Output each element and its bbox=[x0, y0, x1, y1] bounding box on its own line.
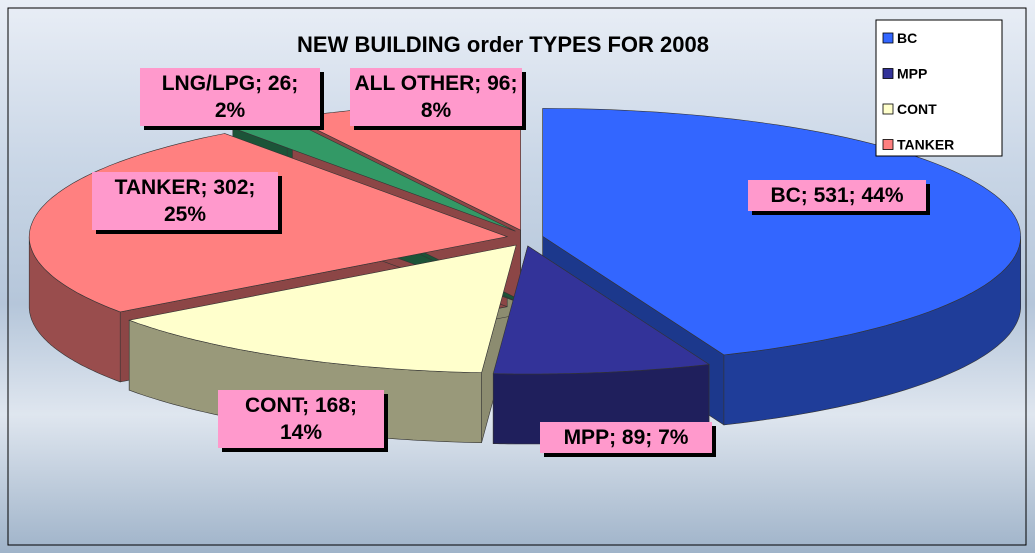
pie-slice bbox=[492, 245, 710, 375]
legend-swatch bbox=[882, 139, 894, 150]
legend-label: MPP bbox=[897, 66, 927, 82]
data-label: MPP; 89; 7% bbox=[540, 422, 712, 453]
data-label: ALL OTHER; 96; 8% bbox=[350, 68, 522, 126]
legend-label: CONT bbox=[897, 101, 937, 117]
data-label: TANKER; 302; 25% bbox=[92, 172, 278, 230]
data-label: CONT; 168; 14% bbox=[218, 390, 384, 448]
legend-swatch bbox=[882, 32, 894, 44]
pie-slice bbox=[128, 244, 517, 374]
legend-label: BC bbox=[897, 30, 917, 46]
legend-label: TANKER bbox=[897, 137, 954, 153]
legend-box bbox=[875, 19, 1003, 157]
legend-swatch bbox=[882, 103, 894, 115]
plot-frame bbox=[7, 7, 1027, 546]
pie-slice bbox=[542, 108, 1021, 356]
data-label: BC; 531; 44% bbox=[748, 180, 926, 211]
chart-title: NEW BUILDING order TYPES FOR 2008 bbox=[297, 32, 709, 57]
data-label: LNG/LPG; 26; 2% bbox=[140, 68, 320, 126]
legend: BC MPP CONT TANKER bbox=[875, 19, 1003, 157]
legend-swatch bbox=[882, 68, 894, 79]
